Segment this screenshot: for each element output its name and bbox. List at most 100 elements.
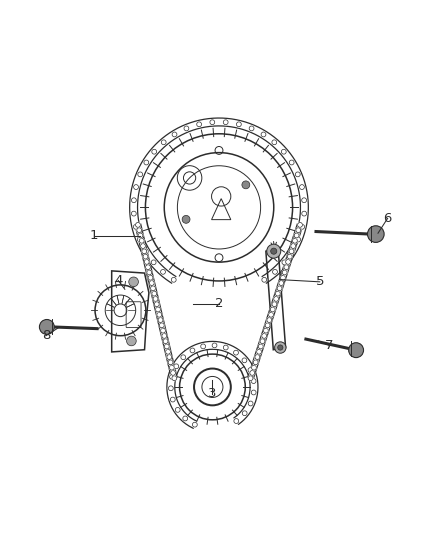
Circle shape	[295, 172, 300, 177]
Text: 8: 8	[42, 329, 50, 342]
Circle shape	[164, 344, 169, 349]
Circle shape	[255, 354, 260, 359]
Circle shape	[212, 343, 217, 348]
Circle shape	[184, 126, 189, 131]
Circle shape	[302, 211, 307, 216]
Circle shape	[289, 160, 294, 165]
Circle shape	[281, 276, 286, 280]
Circle shape	[223, 345, 228, 350]
Circle shape	[149, 281, 154, 286]
Circle shape	[264, 328, 268, 333]
Text: 4: 4	[114, 274, 123, 287]
Circle shape	[251, 378, 256, 383]
Circle shape	[272, 302, 277, 306]
Circle shape	[171, 370, 176, 375]
Circle shape	[137, 228, 141, 232]
Circle shape	[141, 244, 145, 248]
Circle shape	[272, 140, 277, 144]
Circle shape	[145, 265, 150, 270]
Circle shape	[281, 149, 286, 154]
Circle shape	[134, 184, 138, 189]
Circle shape	[192, 422, 197, 427]
Circle shape	[148, 276, 153, 280]
Circle shape	[152, 291, 157, 296]
Circle shape	[210, 120, 215, 125]
Circle shape	[260, 339, 265, 344]
Text: 5: 5	[315, 276, 324, 288]
Circle shape	[154, 302, 159, 306]
Circle shape	[233, 350, 238, 355]
Circle shape	[248, 376, 253, 381]
Circle shape	[261, 132, 266, 137]
Circle shape	[170, 397, 175, 402]
Circle shape	[276, 291, 280, 296]
Circle shape	[129, 277, 138, 287]
Circle shape	[169, 386, 173, 391]
Circle shape	[153, 296, 158, 301]
Circle shape	[286, 260, 290, 264]
Circle shape	[170, 365, 174, 370]
Circle shape	[151, 286, 155, 290]
Circle shape	[223, 120, 228, 125]
Circle shape	[275, 342, 286, 353]
Circle shape	[147, 270, 152, 275]
Circle shape	[170, 375, 174, 379]
Circle shape	[271, 248, 277, 254]
Circle shape	[257, 349, 261, 354]
Circle shape	[174, 364, 179, 369]
Circle shape	[152, 149, 157, 154]
Circle shape	[166, 349, 170, 354]
Circle shape	[131, 198, 136, 203]
Circle shape	[267, 244, 281, 258]
Circle shape	[138, 233, 143, 238]
Circle shape	[183, 416, 187, 421]
Circle shape	[167, 354, 172, 359]
Circle shape	[151, 260, 156, 265]
Circle shape	[182, 215, 190, 223]
Circle shape	[289, 249, 294, 254]
Circle shape	[161, 270, 166, 274]
Circle shape	[163, 339, 168, 344]
Circle shape	[39, 319, 54, 334]
Text: 2: 2	[215, 297, 223, 310]
Circle shape	[145, 260, 149, 264]
Circle shape	[282, 260, 287, 265]
Circle shape	[287, 254, 292, 259]
Circle shape	[290, 249, 294, 254]
Circle shape	[172, 132, 177, 137]
Circle shape	[201, 344, 205, 349]
Circle shape	[272, 270, 277, 274]
Circle shape	[300, 224, 304, 229]
Circle shape	[265, 323, 270, 328]
Circle shape	[131, 211, 136, 216]
Circle shape	[237, 122, 241, 127]
Circle shape	[143, 254, 148, 259]
Circle shape	[144, 249, 148, 254]
Circle shape	[270, 307, 275, 312]
Circle shape	[161, 328, 166, 333]
Circle shape	[278, 345, 283, 350]
Circle shape	[159, 323, 164, 328]
Text: 3: 3	[208, 387, 217, 400]
Circle shape	[251, 390, 256, 395]
Circle shape	[262, 277, 267, 282]
Circle shape	[171, 277, 176, 282]
Circle shape	[302, 198, 307, 203]
Circle shape	[282, 270, 287, 275]
Circle shape	[294, 233, 299, 238]
Circle shape	[262, 334, 267, 338]
Circle shape	[190, 348, 195, 353]
Circle shape	[258, 344, 263, 349]
Circle shape	[367, 226, 384, 243]
Circle shape	[168, 360, 173, 365]
Circle shape	[242, 411, 247, 416]
Circle shape	[349, 343, 364, 358]
Circle shape	[136, 222, 140, 227]
Circle shape	[296, 237, 300, 242]
Circle shape	[249, 126, 254, 131]
Circle shape	[142, 249, 147, 254]
Circle shape	[296, 228, 301, 232]
Circle shape	[175, 407, 180, 413]
Text: 6: 6	[383, 212, 392, 225]
Circle shape	[138, 237, 142, 242]
